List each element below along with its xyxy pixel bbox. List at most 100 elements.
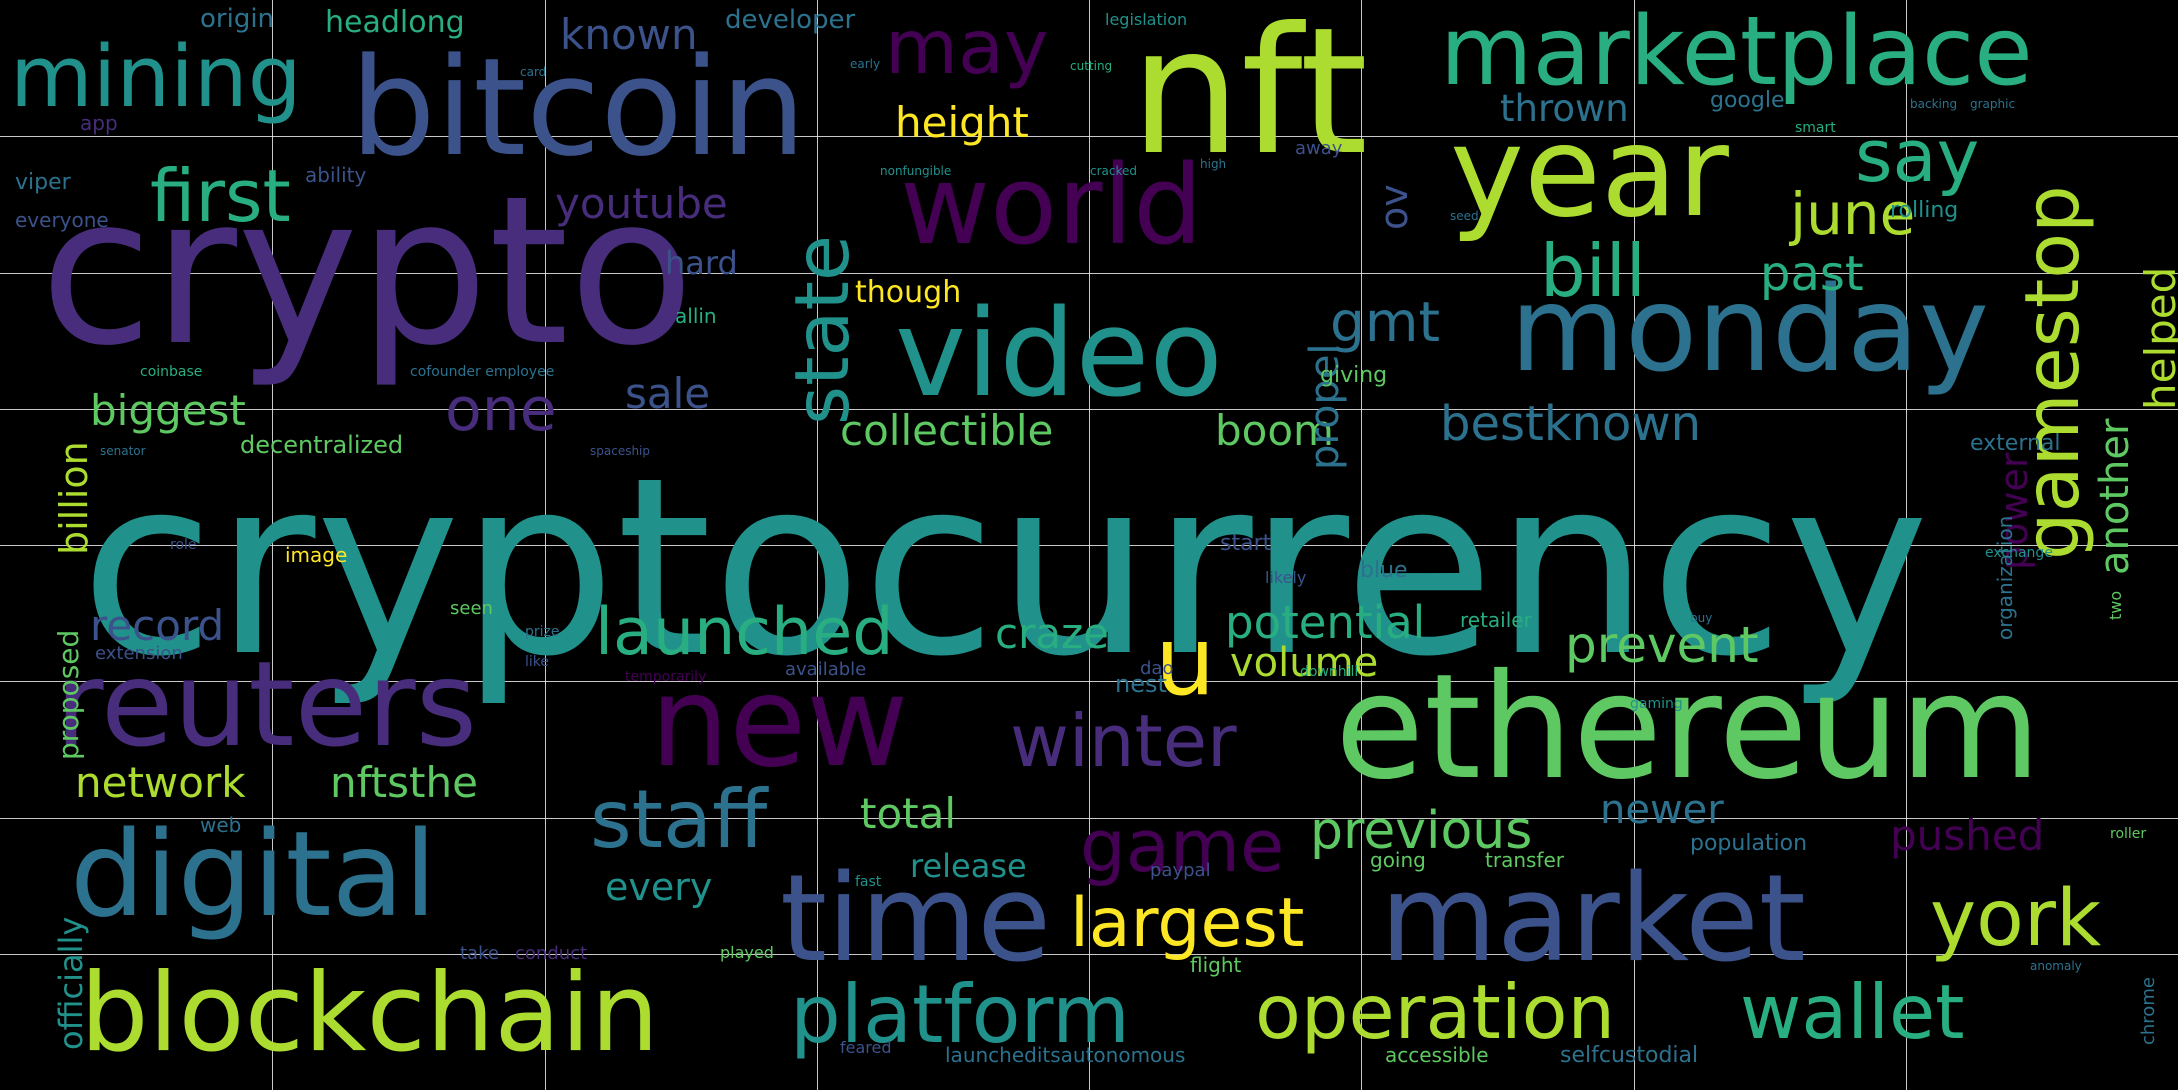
word-decentralized: decentralized xyxy=(240,431,404,459)
word-may: may xyxy=(885,3,1049,91)
word-previous: previous xyxy=(1310,801,1533,861)
word-origin: origin xyxy=(200,4,275,34)
word-ov: ov xyxy=(1372,184,1416,230)
word-smart: smart xyxy=(1795,120,1836,136)
word-accessible: accessible xyxy=(1385,1043,1489,1067)
grid-line-horizontal xyxy=(0,954,2178,955)
word-past: past xyxy=(1760,246,1864,302)
word-nftsthe: nftsthe xyxy=(330,758,478,807)
word-newer: newer xyxy=(1600,787,1724,833)
word-developer: developer xyxy=(725,5,856,35)
word-pushed: pushed xyxy=(1890,811,2045,860)
word-nest: nest xyxy=(1115,670,1167,698)
word-coinbase: coinbase xyxy=(140,364,203,380)
word-app: app xyxy=(80,111,118,135)
word-though: though xyxy=(855,275,962,310)
word-biggest: biggest xyxy=(90,386,246,435)
word-market: market xyxy=(1380,850,1806,989)
word-reuters: reuters xyxy=(55,635,478,773)
word-craze: craze xyxy=(995,609,1109,658)
word-world: world xyxy=(900,141,1203,269)
word-exchange: exchange xyxy=(1985,545,2053,561)
word-senator: senator xyxy=(100,444,146,458)
word-ethereum: ethereum xyxy=(1335,643,2041,812)
word-backing: backing xyxy=(1910,97,1958,111)
word-legislation: legislation xyxy=(1105,10,1188,29)
word-york: york xyxy=(1930,874,2102,964)
grid-line-horizontal xyxy=(0,681,2178,682)
word-fast: fast xyxy=(855,874,882,890)
word-collectible: collectible xyxy=(840,406,1054,455)
word-dao: dao xyxy=(1140,658,1174,679)
word-game: game xyxy=(1080,804,1285,888)
word-staff: staff xyxy=(590,773,768,866)
grid-line-horizontal xyxy=(0,545,2178,546)
word-extension: extension xyxy=(95,643,183,664)
word-cryptocurrency: cryptocurrency xyxy=(80,425,1930,710)
word-launched: launched xyxy=(595,595,894,670)
word-officially: officially xyxy=(52,916,90,1050)
word-release: release xyxy=(910,847,1027,885)
word-going: going xyxy=(1370,848,1426,872)
word-early: early xyxy=(850,57,881,71)
word-everyone: everyone xyxy=(15,208,109,232)
word-one: one xyxy=(445,375,557,445)
word-anomaly: anomaly xyxy=(2030,959,2082,973)
word-sale: sale xyxy=(625,369,711,418)
word-chrome: chrome xyxy=(2138,977,2159,1045)
word-potential: potential xyxy=(1225,596,1426,649)
word-headlong: headlong xyxy=(325,5,465,40)
word-crypto: crypto xyxy=(40,153,695,391)
word-mining: mining xyxy=(10,28,302,127)
word-feared: feared xyxy=(840,1038,892,1057)
word-away: away xyxy=(1295,138,1343,159)
word-cofounder-employee: cofounder employee xyxy=(410,364,555,380)
word-flight: flight xyxy=(1190,953,1242,977)
word-roller: roller xyxy=(2110,826,2147,842)
grid-line-vertical xyxy=(1361,0,1362,1090)
word-record: record xyxy=(90,601,225,650)
word-gaming: gaming xyxy=(1630,696,1683,712)
grid-line-horizontal xyxy=(0,818,2178,819)
word-bill: bill xyxy=(1540,229,1646,313)
word-monday: monday xyxy=(1510,260,1989,398)
word-retailer: retailer xyxy=(1460,608,1532,632)
word-seed: seed xyxy=(1450,209,1479,223)
word-played: played xyxy=(720,943,774,962)
word-launcheditsautonomous: launcheditsautonomous xyxy=(945,1043,1186,1067)
word-spaceship: spaceship xyxy=(590,444,651,458)
word-nft: nft xyxy=(1130,0,1369,194)
word-paypal: paypal xyxy=(1150,860,1211,881)
word-helped: helped xyxy=(2136,266,2178,410)
word-marketplace: marketplace xyxy=(1440,0,2033,107)
word-largest: largest xyxy=(1070,884,1305,963)
word-conduct: conduct xyxy=(515,943,588,964)
word-blue: blue xyxy=(1360,558,1408,583)
word-high: high xyxy=(1200,157,1227,171)
word-total: total xyxy=(860,789,957,838)
word-likely: likely xyxy=(1265,568,1307,587)
word-cutting: cutting xyxy=(1070,59,1113,73)
word-bestknown: bestknown xyxy=(1440,396,1702,452)
word-ability: ability xyxy=(305,163,367,187)
word-video: video xyxy=(895,285,1223,424)
word-network: network xyxy=(75,758,246,807)
word-prevent: prevent xyxy=(1565,616,1759,674)
word-thrown: thrown xyxy=(1500,87,1629,130)
word-platform: platform xyxy=(790,968,1130,1061)
word-proposed: proposed xyxy=(52,629,85,760)
word-youtube: youtube xyxy=(555,179,728,228)
word-new: new xyxy=(650,650,909,795)
word-billion: billion xyxy=(52,441,96,555)
word-height: height xyxy=(895,98,1029,147)
grid-line-vertical xyxy=(1634,0,1635,1090)
word-prize: prize xyxy=(525,624,560,640)
word-operation: operation xyxy=(1255,968,1616,1056)
word-transfer: transfer xyxy=(1485,848,1564,872)
word-state: state xyxy=(778,235,866,425)
word-role: role xyxy=(170,537,197,553)
word-temporarily: temporarily xyxy=(625,669,707,685)
word-like: like xyxy=(525,654,550,670)
word-allin: allin xyxy=(675,304,717,328)
